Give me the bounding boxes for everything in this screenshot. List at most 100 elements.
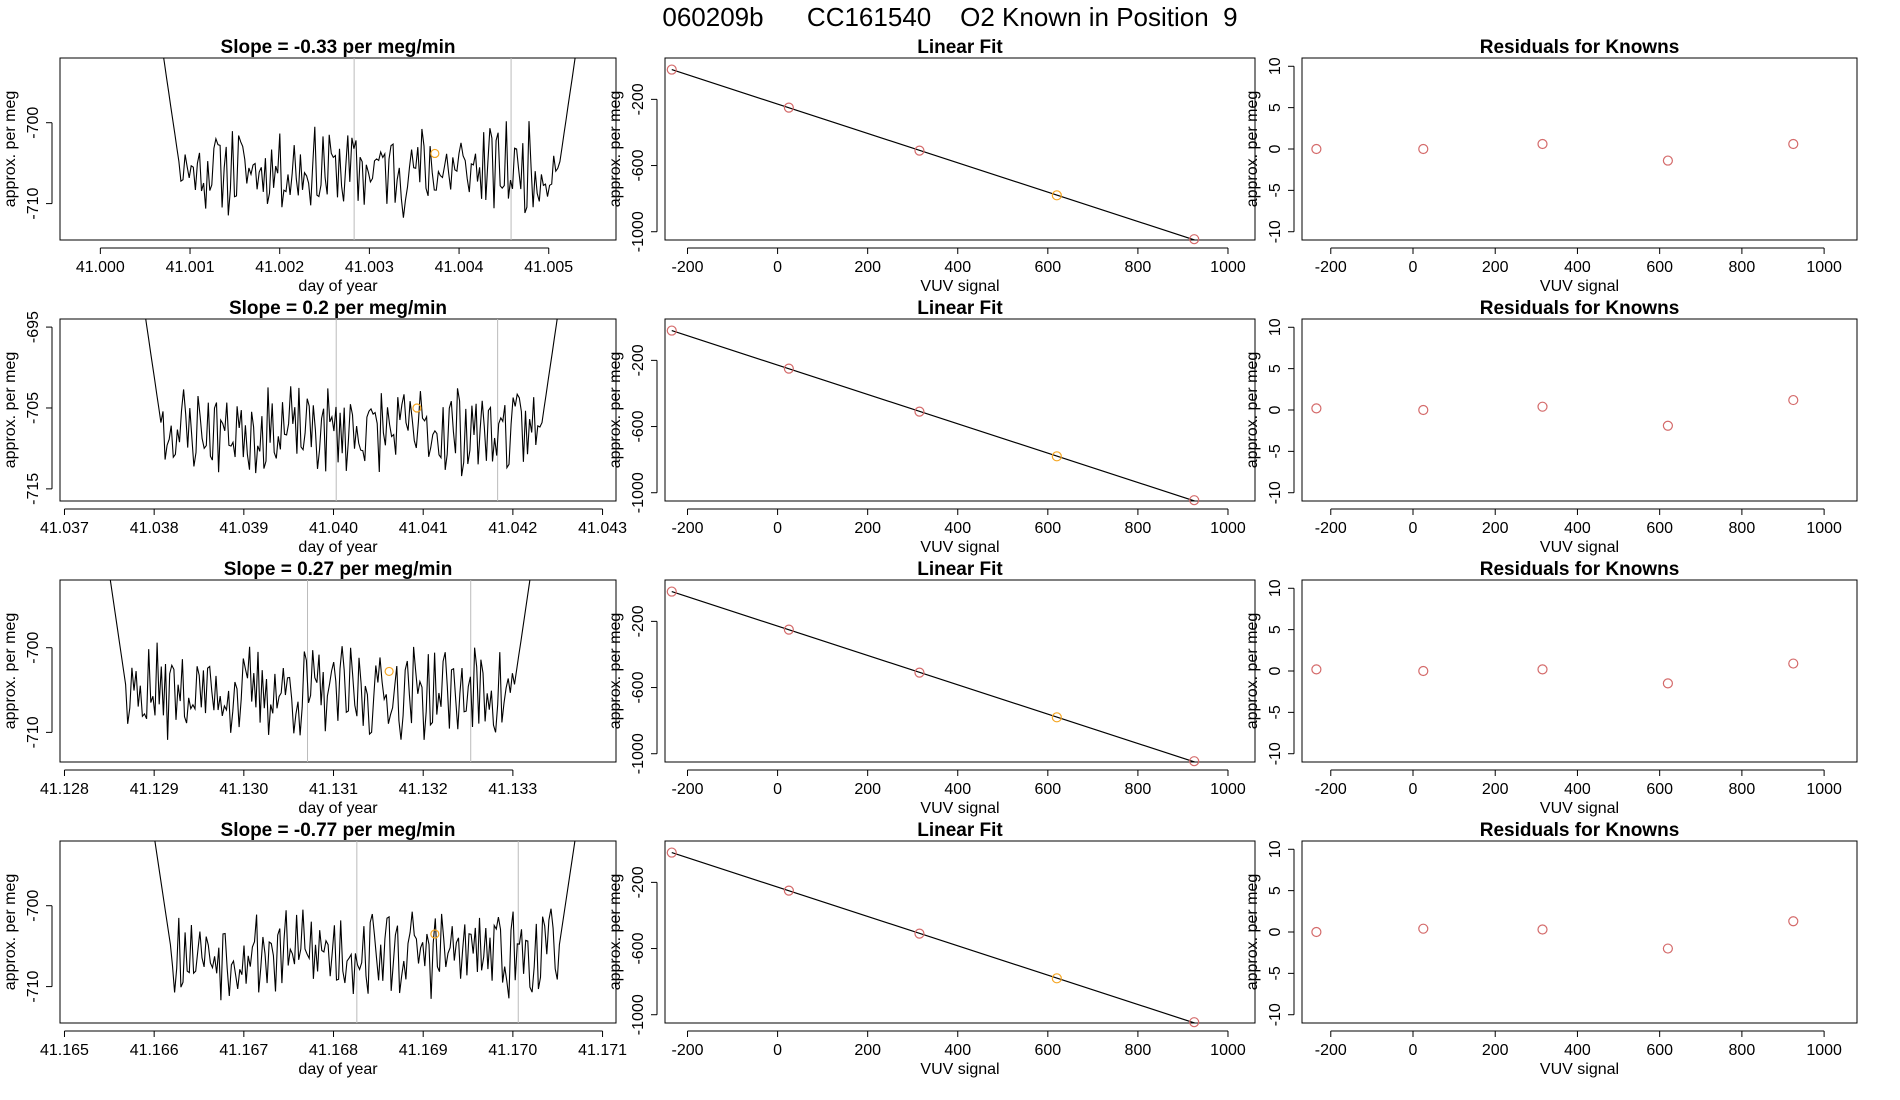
sample-point [1051,190,1062,201]
y-tick-label: -10 [1267,481,1284,504]
x-tick-label: 41.167 [219,1042,268,1059]
x-tick-label: 200 [1482,259,1509,276]
y-tick-label: -600 [630,671,647,703]
x-tick-label: 41.169 [399,1042,448,1059]
x-tick-label: -200 [672,781,704,798]
x-tick-label: 1000 [1210,1042,1246,1059]
x-tick-label: 41.129 [130,781,179,798]
y-tick-label: -700 [25,890,42,922]
signal-trace [163,58,576,218]
x-tick-label: 400 [1564,1042,1591,1059]
y-tick-label: -700 [25,632,42,664]
y-tick-label: -5 [1267,183,1284,197]
y-axis-label: approx. per meg [1244,91,1261,208]
x-tick-label: 600 [1034,781,1061,798]
x-tick-label: 41.001 [166,259,215,276]
x-tick-label: 1000 [1806,520,1842,537]
x-tick-label: 1000 [1210,520,1246,537]
x-tick-label: 0 [1409,1042,1418,1059]
y-axis-label: approx. per meg [2,613,19,730]
y-axis-label: approx. per meg [1244,352,1261,469]
x-tick-label: 41.131 [309,781,358,798]
x-tick-label: 200 [1482,781,1509,798]
x-tick-label: 41.042 [488,520,537,537]
y-tick-label: -600 [630,410,647,442]
x-tick-label: 41.004 [435,259,484,276]
y-tick-label: -1000 [630,994,647,1035]
x-tick-label: 1000 [1806,781,1842,798]
known-point [1189,756,1200,767]
chart-title: Slope = 0.27 per meg/min [224,559,453,580]
residual-point [1418,404,1429,416]
known-point [783,363,794,374]
y-axis-label: approx. per meg [607,91,624,208]
y-tick-label: -1000 [630,472,647,513]
residual-point [1788,394,1799,406]
x-tick-label: 1000 [1806,1042,1842,1059]
y-tick-label: -710 [25,970,42,1002]
x-tick-label: 200 [854,1042,881,1059]
known-point [914,667,925,678]
sample-marker [430,148,440,159]
x-tick-label: 1000 [1210,781,1246,798]
x-tick-label: 600 [1646,781,1673,798]
x-tick-label: 41.037 [40,520,89,537]
y-tick-label: -1000 [630,733,647,774]
known-point [783,624,794,635]
sample-point [1051,712,1062,723]
x-tick-label: 400 [944,1042,971,1059]
x-tick-label: 600 [1646,259,1673,276]
y-tick-label: -5 [1267,705,1284,719]
y-tick-label: -200 [630,605,647,637]
plot-frame [664,840,1256,1024]
residual-point [1788,658,1799,669]
y-tick-label: 10 [1267,840,1284,858]
y-axis-label: approx. per meg [1244,613,1261,730]
x-tick-label: 41.041 [399,520,448,537]
x-tick-label: 400 [1564,520,1591,537]
signal-trace [145,319,558,477]
sample-marker [430,929,440,939]
x-tick-label: -200 [1315,520,1347,537]
x-tick-label: 200 [854,259,881,276]
x-tick-label: 800 [1729,259,1756,276]
y-tick-label: -200 [630,83,647,115]
y-tick-label: 10 [1267,57,1284,75]
known-point [914,406,925,417]
x-axis-label: day of year [298,278,378,295]
y-tick-label: 0 [1267,405,1284,414]
y-axis-label: approx. per meg [2,352,19,469]
y-tick-label: -710 [25,716,42,748]
residual-point [1537,664,1548,675]
x-tick-label: -200 [1315,259,1347,276]
plot-frame [59,318,617,502]
residual-point [1418,923,1429,934]
plot-frame [59,57,617,241]
x-axis-label: VUV signal [920,539,999,556]
x-axis-label: VUV signal [920,1061,999,1078]
page-title: 060209b CC161540 O2 Known in Position 9 [662,2,1238,32]
y-tick-label: -200 [630,344,647,376]
residual-point [1662,678,1673,689]
y-tick-label: -200 [630,866,647,898]
y-tick-label: 5 [1267,625,1284,634]
x-tick-label: 41.170 [488,1042,537,1059]
x-axis-label: day of year [298,1061,378,1078]
y-tick-label: -5 [1267,966,1284,980]
x-tick-label: 41.043 [578,520,627,537]
y-tick-label: 0 [1267,666,1284,675]
x-tick-label: 0 [773,781,782,798]
known-point [914,928,925,939]
fit-line [671,591,1197,762]
fit-line [671,330,1197,501]
x-tick-label: 0 [1409,259,1418,276]
chart-title: Slope = 0.2 per meg/min [229,298,447,319]
y-tick-label: -705 [25,392,42,424]
x-axis-label: VUV signal [1540,1061,1619,1078]
x-axis-label: day of year [298,539,378,556]
x-tick-label: 41.003 [345,259,394,276]
x-tick-label: 41.038 [130,520,179,537]
plot-frame [664,57,1256,241]
residual-point [1311,664,1322,675]
y-tick-label: -600 [630,149,647,181]
